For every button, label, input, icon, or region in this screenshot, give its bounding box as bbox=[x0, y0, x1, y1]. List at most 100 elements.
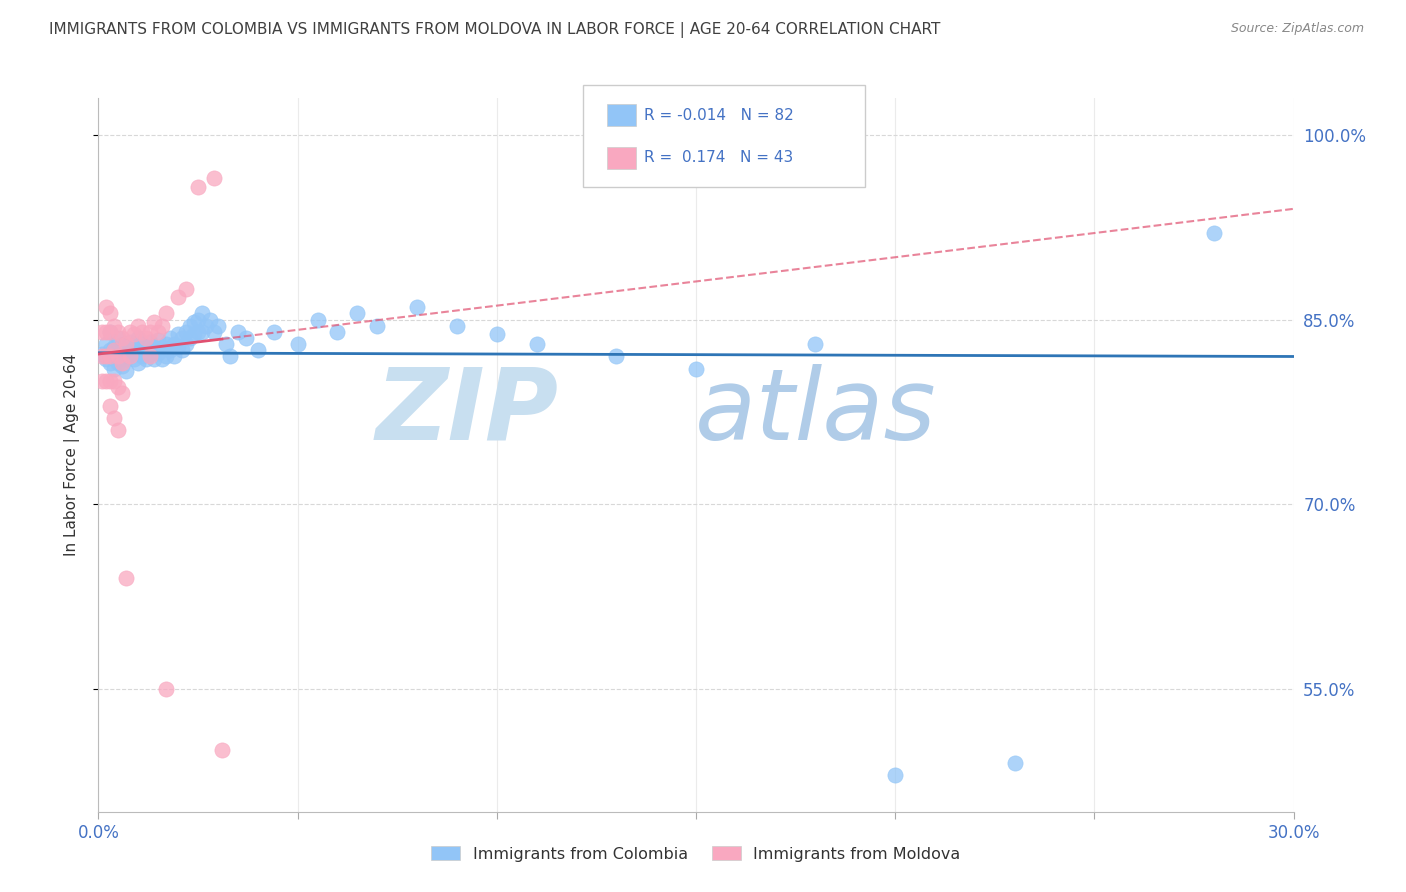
Point bbox=[131, 350, 153, 364]
Point bbox=[96, 351, 118, 366]
Point bbox=[107, 423, 129, 437]
Point bbox=[139, 334, 162, 349]
Point bbox=[150, 340, 173, 354]
Point bbox=[179, 331, 201, 345]
Point bbox=[263, 325, 285, 339]
Point bbox=[195, 318, 218, 333]
Point bbox=[1004, 756, 1026, 770]
Point bbox=[605, 350, 627, 364]
Point bbox=[211, 743, 233, 757]
Point bbox=[115, 364, 138, 378]
Point bbox=[91, 325, 114, 339]
Point bbox=[115, 571, 138, 585]
Point bbox=[191, 306, 214, 320]
Point bbox=[406, 300, 429, 314]
Point bbox=[111, 356, 134, 370]
Point bbox=[235, 331, 257, 345]
Point bbox=[111, 350, 134, 364]
Point bbox=[307, 312, 329, 326]
Point bbox=[103, 350, 125, 364]
Point bbox=[187, 325, 209, 339]
Point bbox=[143, 315, 166, 329]
Point bbox=[98, 343, 122, 358]
Point bbox=[127, 318, 149, 333]
Text: R =  0.174   N = 43: R = 0.174 N = 43 bbox=[644, 151, 793, 165]
Point bbox=[107, 356, 129, 370]
Point bbox=[124, 340, 146, 354]
Point bbox=[174, 325, 197, 339]
Point bbox=[111, 331, 134, 345]
Point bbox=[143, 351, 166, 366]
Point bbox=[174, 337, 197, 351]
Point bbox=[183, 327, 205, 342]
Point bbox=[98, 356, 122, 370]
Point bbox=[139, 350, 162, 364]
Point bbox=[155, 337, 177, 351]
Point bbox=[120, 334, 142, 349]
Point bbox=[172, 343, 194, 358]
Point bbox=[139, 347, 162, 361]
Point bbox=[124, 327, 146, 342]
Point bbox=[98, 306, 122, 320]
Point bbox=[131, 337, 153, 351]
Point bbox=[96, 325, 118, 339]
Point bbox=[98, 399, 122, 413]
Point bbox=[120, 347, 142, 361]
Point bbox=[163, 350, 186, 364]
Point bbox=[111, 359, 134, 374]
Point bbox=[103, 340, 125, 354]
Point bbox=[326, 325, 349, 339]
Point bbox=[98, 374, 122, 388]
Point bbox=[103, 361, 125, 376]
Legend: Immigrants from Colombia, Immigrants from Moldova: Immigrants from Colombia, Immigrants fro… bbox=[425, 839, 967, 868]
Point bbox=[98, 325, 122, 339]
Point bbox=[179, 318, 201, 333]
Point bbox=[115, 343, 138, 358]
Point bbox=[172, 331, 194, 345]
Point bbox=[96, 300, 118, 314]
Point bbox=[167, 290, 190, 304]
Point bbox=[148, 334, 170, 348]
Point bbox=[120, 325, 142, 339]
Point bbox=[91, 350, 114, 364]
Point bbox=[148, 346, 170, 360]
Point bbox=[98, 350, 122, 364]
Point bbox=[526, 337, 548, 351]
Point bbox=[219, 350, 242, 364]
Point bbox=[174, 282, 197, 296]
Point bbox=[111, 386, 134, 401]
Text: atlas: atlas bbox=[695, 364, 936, 460]
Point bbox=[107, 331, 129, 345]
Text: ZIP: ZIP bbox=[375, 364, 558, 460]
Point bbox=[96, 350, 118, 364]
Text: Source: ZipAtlas.com: Source: ZipAtlas.com bbox=[1230, 22, 1364, 36]
Point bbox=[96, 337, 118, 351]
Point bbox=[103, 374, 125, 388]
Point bbox=[135, 331, 157, 345]
Point bbox=[124, 351, 146, 366]
Point bbox=[202, 325, 225, 339]
Point bbox=[202, 171, 225, 186]
Point bbox=[215, 337, 238, 351]
Point bbox=[155, 306, 177, 320]
Point bbox=[148, 325, 170, 339]
Point bbox=[103, 411, 125, 425]
Point bbox=[1202, 227, 1225, 241]
Point bbox=[485, 327, 508, 342]
Point bbox=[98, 325, 122, 339]
Point bbox=[198, 312, 221, 326]
Point bbox=[884, 768, 907, 782]
Point bbox=[96, 374, 118, 388]
Point bbox=[150, 351, 173, 366]
Point bbox=[111, 337, 134, 351]
Point bbox=[139, 325, 162, 339]
Point bbox=[287, 337, 309, 351]
Point bbox=[135, 340, 157, 354]
Point bbox=[127, 331, 149, 345]
Point bbox=[91, 374, 114, 388]
Point bbox=[107, 325, 129, 339]
Y-axis label: In Labor Force | Age 20-64: In Labor Force | Age 20-64 bbox=[65, 354, 80, 556]
Point bbox=[163, 337, 186, 351]
Point bbox=[107, 350, 129, 364]
Point bbox=[155, 681, 177, 696]
